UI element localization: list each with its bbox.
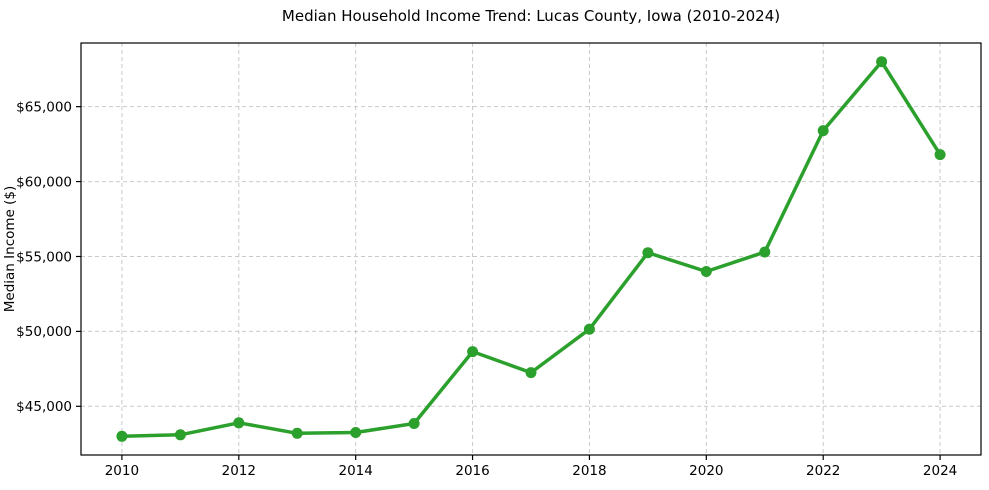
data-point-2016 [467, 346, 479, 358]
data-point-2014 [350, 427, 362, 438]
data-point-2023 [876, 56, 888, 68]
trend-line [120, 59, 942, 439]
data-point-2022 [817, 125, 829, 137]
data-point-2015 [408, 418, 420, 429]
data-point-2019 [642, 247, 654, 259]
data-point-2021 [759, 246, 771, 258]
x-tick-label: 2022 [806, 463, 840, 479]
data-point-2020 [700, 266, 712, 277]
y-tick-label: $50,000 [16, 324, 72, 340]
data-point-2018 [583, 323, 595, 335]
gridlines [81, 43, 981, 455]
y-tick-label: $45,000 [16, 399, 72, 415]
x-tick-label: 2018 [572, 463, 606, 479]
data-point-2010 [116, 430, 128, 442]
trend-series [116, 56, 946, 442]
plot-area-border [80, 42, 982, 456]
chart-title: Median Household Income Trend: Lucas Cou… [282, 7, 780, 25]
data-point-2017 [525, 367, 537, 379]
axis-ticks: $45,000 $50,000 $55,000 $60,000 $65,000 2010 2… [16, 99, 957, 479]
x-tick-label: 2014 [338, 463, 372, 479]
x-tick-label: 2012 [222, 463, 256, 479]
y-tick-label: $60,000 [16, 174, 72, 190]
y-tick-label: $55,000 [16, 249, 72, 265]
data-point-2024 [934, 149, 946, 161]
x-tick-label: 2020 [689, 463, 723, 479]
data-point-2011 [174, 429, 186, 441]
x-tick-label: 2024 [923, 463, 957, 479]
data-point-2013 [291, 427, 303, 439]
data-point-2012 [233, 417, 245, 429]
x-tick-label: 2016 [455, 463, 489, 479]
y-axis-label: Median Income ($) [2, 186, 18, 312]
x-tick-label: 2010 [105, 463, 139, 479]
y-tick-label: $65,000 [16, 99, 72, 115]
